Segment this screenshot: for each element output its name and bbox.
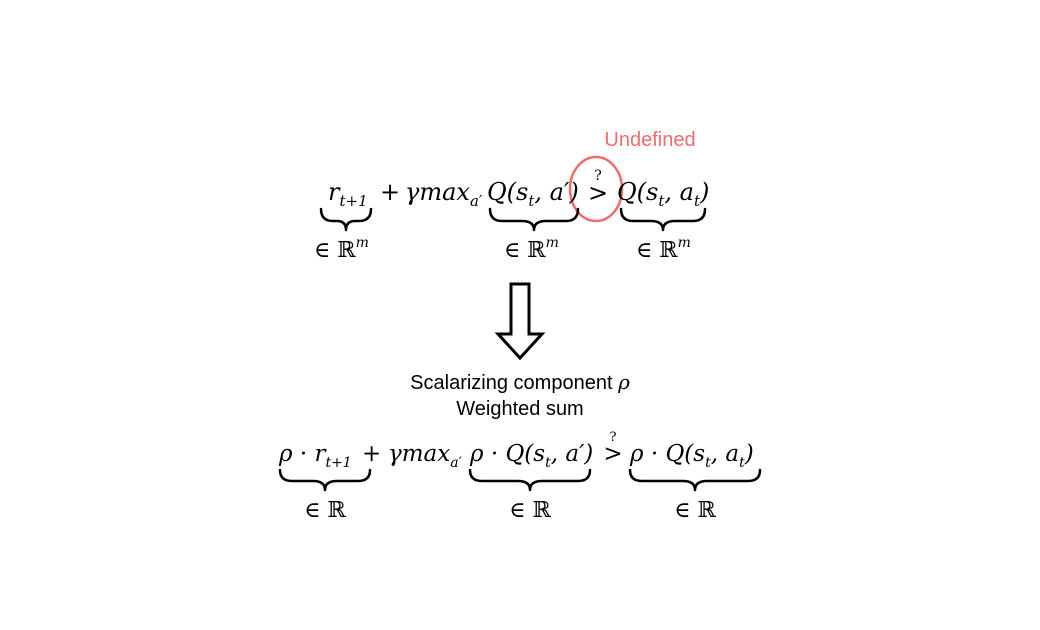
q-current-sub: t xyxy=(658,192,665,210)
plus-sign: + xyxy=(362,441,381,467)
q-current-sub2: t xyxy=(694,192,701,210)
max-subscript: a′ xyxy=(470,192,483,210)
reward-term: rt+1 xyxy=(328,178,368,210)
gamma-max-text: γmax xyxy=(405,178,470,206)
weighted-sum-label: Weighted sum xyxy=(456,398,583,420)
set-label-scaled-reward: ∈ ℝ xyxy=(304,498,346,523)
underbrace-q-current xyxy=(619,207,707,232)
set-label-text: ∈ ℝ xyxy=(314,238,356,263)
scalarizing-label: Scalarizing component ρ xyxy=(410,370,630,394)
underbrace-reward xyxy=(319,207,373,232)
underbrace-q-next xyxy=(488,207,580,232)
set-label-q-next: ∈ ℝm xyxy=(504,235,559,263)
underbrace-scaled-reward xyxy=(278,468,372,492)
rho-symbol: ρ xyxy=(617,370,630,394)
scaled-q-next-term: ρ · Q(st, a′) xyxy=(469,441,593,471)
scaled-q-current-suffix: ) xyxy=(744,441,754,467)
plus-sign: + xyxy=(380,178,400,206)
set-label-text: ∈ ℝ xyxy=(504,238,546,263)
q-current-prefix: Q(s xyxy=(617,178,658,206)
set-label-text: ∈ ℝ xyxy=(636,238,678,263)
q-next-term: Q(st, a′) xyxy=(487,178,579,210)
reward-subscript: t+1 xyxy=(339,192,367,210)
gamma-max-term: γmaxa′ xyxy=(388,441,463,471)
greater-than-sign: > xyxy=(603,441,622,467)
underbrace-scaled-q-current xyxy=(628,468,762,492)
scaled-q-next-prefix: ρ · Q(s xyxy=(469,441,545,467)
set-label-scaled-q-next: ∈ ℝ xyxy=(509,498,551,523)
scaled-q-next-sub: t xyxy=(545,455,551,471)
bottom-equation: ρ · rt+1 + γmaxa′ ρ · Q(st, a′) ? > ρ · … xyxy=(278,430,762,523)
scalarizing-text: Scalarizing component xyxy=(410,372,618,394)
scaled-reward-prefix: ρ · r xyxy=(278,441,327,467)
scaled-q-current-prefix: ρ · Q(s xyxy=(629,441,705,467)
down-arrow xyxy=(494,282,546,361)
top-equation: Undefined rt+1 + γmaxa′ Q(st, a′) ? > Q(… xyxy=(314,129,709,263)
transition-caption: Scalarizing component ρ Weighted sum xyxy=(410,370,630,420)
underbrace-scaled-q-next xyxy=(468,468,592,492)
set-label-scaled-q-current: ∈ ℝ xyxy=(674,498,716,523)
q-next-suffix: , a′) xyxy=(534,178,578,206)
set-label-reward: ∈ ℝm xyxy=(314,235,369,263)
greater-than-sign: > xyxy=(588,179,608,207)
undefined-highlight-circle xyxy=(568,155,624,223)
scaled-q-next-suffix: , a′) xyxy=(551,441,594,467)
scaled-reward-term: ρ · rt+1 xyxy=(278,441,352,471)
scaled-q-current-sub: t xyxy=(705,455,711,471)
set-label-sup: m xyxy=(546,235,559,251)
gamma-max-term: γmaxa′ xyxy=(405,178,483,210)
set-label-sup: m xyxy=(356,235,369,251)
q-next-sub: t xyxy=(528,192,535,210)
q-next-prefix: Q(s xyxy=(487,178,528,206)
undefined-label: Undefined xyxy=(604,129,695,151)
q-current-term: Q(st, at) xyxy=(617,178,709,210)
set-label-q-current: ∈ ℝm xyxy=(636,235,691,263)
q-current-mid: , a xyxy=(664,178,694,206)
gamma-max-text: γmax xyxy=(388,441,450,467)
question-mark: ? xyxy=(594,168,602,184)
scaled-q-current-mid: , a xyxy=(711,441,739,467)
question-mark: ? xyxy=(610,430,617,445)
max-subscript: a′ xyxy=(450,455,462,471)
scaled-q-current-term: ρ · Q(st, at) xyxy=(629,441,754,471)
reward-base: r xyxy=(328,178,341,206)
q-current-suffix: ) xyxy=(699,178,709,206)
scaled-reward-sub: t+1 xyxy=(325,455,351,471)
scaled-q-current-sub2: t xyxy=(739,455,745,471)
set-label-sup: m xyxy=(678,235,691,251)
